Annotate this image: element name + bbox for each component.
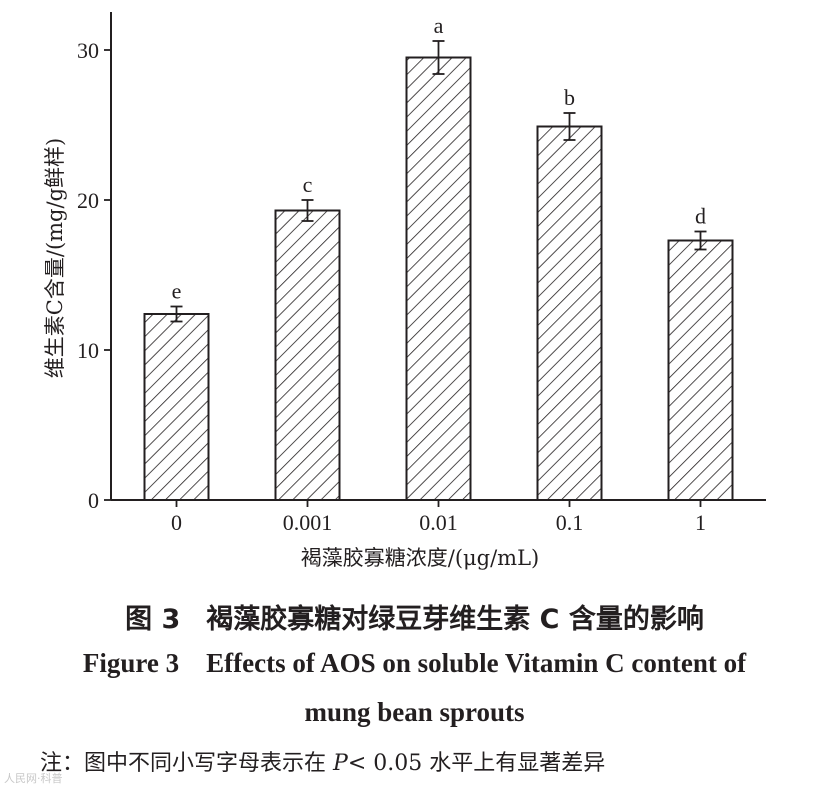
watermark: 人民网·科普	[4, 772, 63, 785]
x-tick-label-2: 0.01	[419, 510, 458, 535]
bar-0	[143, 313, 210, 501]
significance-label-0: e	[172, 279, 182, 304]
bar-4	[667, 239, 734, 501]
significance-label-4: d	[695, 204, 706, 229]
figure-note: 注：图中不同小写字母表示在 P< 0.05 水平上有显著差异	[40, 745, 800, 777]
significance-label-1: c	[303, 172, 313, 197]
y-tick-label-2: 20	[77, 188, 99, 213]
x-tick-label-1: 0.001	[283, 510, 333, 535]
y-tick-label-3: 30	[77, 38, 99, 63]
figure-caption-en-line2: mung bean sprouts	[304, 697, 525, 727]
figure-caption-en-line1: Figure 3 Effects of AOS on soluble Vitam…	[82, 648, 747, 678]
significance-label-3: b	[564, 85, 575, 110]
x-tick-label-0: 0	[171, 510, 182, 535]
y-axis-title: 维生素C含量/(mg/g鲜样)	[43, 138, 67, 378]
significance-label-2: a	[434, 13, 444, 38]
note-p-symbol: P	[333, 751, 348, 776]
x-tick-label-4: 1	[695, 510, 706, 535]
bar-2	[405, 56, 472, 501]
bar-3	[536, 125, 603, 501]
y-tick-label-0: 0	[88, 488, 99, 513]
note-suffix: < 0.05 水平上有显著差异	[347, 751, 606, 776]
x-tick-label-3: 0.1	[556, 510, 584, 535]
bars-layer	[143, 40, 734, 501]
axes-layer	[104, 12, 766, 507]
bar-1	[274, 209, 341, 501]
figure-title-cn: 褐藻胶寡糖对绿豆芽维生素 C 含量的影响	[206, 604, 704, 635]
figure-caption-cn: 图 3 褐藻胶寡糖对绿豆芽维生素 C 含量的影响	[0, 597, 829, 636]
x-axis-title: 褐藻胶寡糖浓度/(μg/mL)	[301, 546, 540, 570]
y-tick-label-1: 10	[77, 338, 99, 363]
note-prefix: 注：图中不同小写字母表示在	[40, 751, 327, 776]
figure-number-cn: 图 3	[125, 604, 181, 635]
